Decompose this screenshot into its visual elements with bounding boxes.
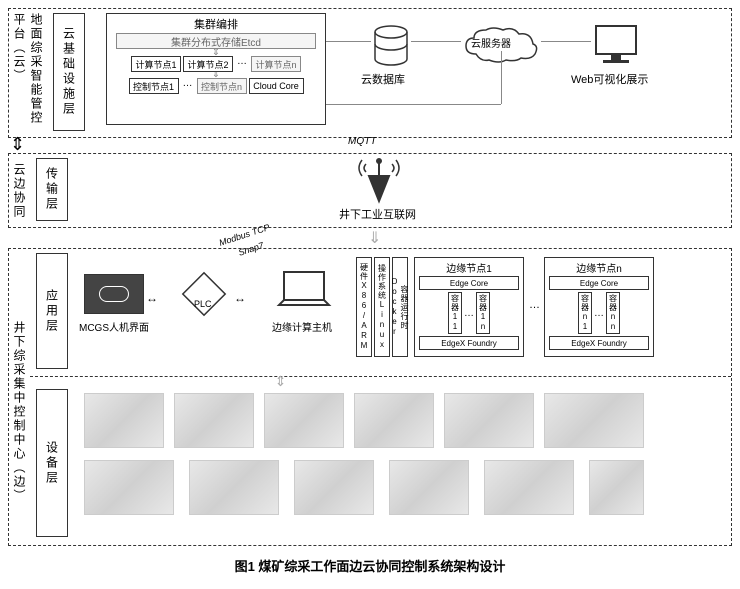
dots: … xyxy=(235,56,249,72)
calc-node-n: 计算节点n xyxy=(251,56,301,72)
ctrl-node-1: 控制节点1 xyxy=(129,78,179,94)
container-nn: 容器nn xyxy=(606,292,620,334)
dots3: … xyxy=(464,308,474,319)
side-label-bot: 井下综采集中控制中心（边） xyxy=(9,279,30,545)
mqtt-label: MQTT xyxy=(348,136,376,147)
container-n1: 容器n1 xyxy=(578,292,592,334)
device-img-8 xyxy=(189,460,279,515)
container-11: 容器11 xyxy=(448,292,462,334)
os-box: 操作系统Linux xyxy=(374,257,390,357)
device-img-1 xyxy=(84,393,164,448)
device-img-4 xyxy=(354,393,434,448)
cloud-edge-arrow: ⇕ xyxy=(10,138,25,150)
plc-icon xyxy=(179,269,229,319)
calc-node-2: 计算节点2 xyxy=(183,56,233,72)
dots4: … xyxy=(529,299,540,311)
dots5: … xyxy=(594,308,604,319)
monitor-icon xyxy=(591,21,641,66)
hw-box: 硬件X86/ARM xyxy=(356,257,372,357)
figure-caption: 图1 煤矿综采工作面边云协同控制系统架构设计 xyxy=(8,556,732,575)
foundry-n: EdgeX Foundry xyxy=(549,336,649,350)
layer-trans: 传输层 xyxy=(36,158,68,221)
db-label: 云数据库 xyxy=(361,71,405,87)
device-img-2 xyxy=(174,393,254,448)
mcgs-box xyxy=(84,274,144,314)
dots2: … xyxy=(181,78,195,94)
device-img-12 xyxy=(589,460,644,515)
edge-core-1: Edge Core xyxy=(419,276,519,290)
docker-box: 容器运行时Docker xyxy=(392,257,408,357)
storage-box: 集群分布式存储Etcd xyxy=(116,33,316,49)
cloud-core: Cloud Core xyxy=(249,78,304,94)
edge-node-1: 边缘节点1 xyxy=(417,260,521,275)
ctrl-node-n: 控制节点n xyxy=(197,78,247,94)
layer-app: 应用层 xyxy=(36,253,68,369)
side-label-mid: 云边协同 xyxy=(9,154,30,227)
edge-node-n: 边缘节点n xyxy=(547,260,651,275)
web-label: Web可视化展示 xyxy=(571,71,648,87)
device-img-3 xyxy=(264,393,344,448)
side-label-top: 地面综采智能管控平台（云） xyxy=(9,9,47,137)
cluster-title: 集群编排 xyxy=(109,16,323,32)
mcgs-label: MCGS人机界面 xyxy=(79,319,149,334)
foundry-1: EdgeX Foundry xyxy=(419,336,519,350)
database-icon xyxy=(371,24,411,69)
device-img-9 xyxy=(294,460,374,515)
down-arrow1: ⇓ xyxy=(368,228,381,248)
layer-device: 设备层 xyxy=(36,389,68,537)
device-img-7 xyxy=(84,460,174,515)
net-label: 井下工业互联网 xyxy=(339,206,416,222)
plc-label: PLC xyxy=(194,299,212,309)
down-arrow2: ⇕ xyxy=(0,377,731,385)
device-img-11 xyxy=(484,460,574,515)
edge-core-n: Edge Core xyxy=(549,276,649,290)
layer-infra: 云基础设施层 xyxy=(53,13,85,131)
device-img-10 xyxy=(389,460,469,515)
antenna-icon xyxy=(354,156,404,206)
device-img-5 xyxy=(444,393,534,448)
server-label: 云服务器 xyxy=(471,35,511,50)
device-img-6 xyxy=(544,393,644,448)
container-1n: 容器1n xyxy=(476,292,490,334)
laptop-icon xyxy=(274,267,334,317)
edge-label: 边缘计算主机 xyxy=(272,319,332,334)
calc-node-1: 计算节点1 xyxy=(131,56,181,72)
